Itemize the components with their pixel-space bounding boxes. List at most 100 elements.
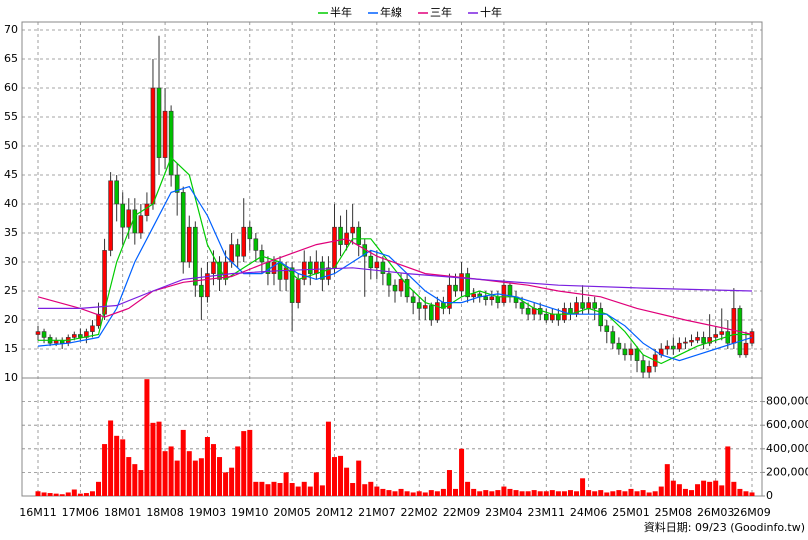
candle-body [205,273,210,298]
volume-bar [676,484,682,496]
candle-body [731,308,737,344]
volume-bar [749,492,755,496]
candle-body [465,273,470,298]
volume-bar [319,485,325,496]
y-tick-label: 70 [4,23,18,36]
footer: 資料日期: 09/23 (Goodinfo.tw) [644,520,805,534]
volume-bar [713,480,719,496]
volume-bar [350,483,356,496]
volume-bar [719,485,725,496]
volume-bar [453,488,459,496]
candle-body [616,342,622,350]
volume-bar [223,472,229,496]
candle-body [416,302,422,309]
candle-body [550,313,555,321]
candle-body [598,308,604,327]
candle-body [241,226,247,257]
candle-body [229,244,234,263]
ma-line [37,238,753,336]
volume-bar [271,481,277,496]
candle-body [180,192,186,263]
volume-bar [265,484,271,496]
volume-bar [247,429,253,496]
x-tick-label: 25M08 [655,506,693,519]
volume-bar [725,446,731,496]
volume-bar [634,491,640,496]
candle-body [586,302,591,309]
volume-bar [701,480,707,496]
candle-body [186,226,192,263]
volume-bar [35,491,41,496]
volume-bar [241,431,247,496]
volume-bar [743,491,749,496]
volume-bar [416,491,422,496]
volume-bar [586,490,592,496]
volume-bar [331,457,337,496]
candle-body [719,331,725,335]
x-tick-label: 22M09 [443,506,481,519]
volume-bar [289,483,295,496]
candle-body [610,331,616,344]
candle-body [707,337,712,344]
volume-bar [483,490,489,496]
ma-line [38,156,752,365]
volume-bar [519,491,525,496]
candle-body [453,284,458,292]
x-tick-label: 23M04 [485,506,523,519]
legend-label: 半年 [330,5,352,19]
volume-bar [77,493,83,496]
candle-body [640,360,646,373]
volume-bar [465,481,471,496]
volume-bar [459,448,465,496]
volume-bar [132,464,138,496]
volume-bar [404,491,410,496]
volume-bar [440,488,446,496]
y-tick-label: 10 [4,371,18,384]
volume-bar [580,478,586,496]
volume-bar [374,486,380,496]
volume-bar [386,490,392,496]
volume-bar [259,481,265,496]
candle-body [689,339,694,343]
volume-bar [398,488,404,496]
volume-bar [210,444,216,496]
volume-bar [525,491,531,496]
candle-body [102,250,107,315]
y-tick-label: 35 [4,226,18,239]
candle-body [556,313,561,321]
volume-bar [71,489,77,496]
candle-body [422,305,428,309]
candle-body [314,261,319,274]
volume-bar [144,379,150,496]
candle-body [332,226,337,269]
volume-bar [174,460,180,496]
volume-bar [325,421,331,496]
y-tick-label: 15 [4,342,18,355]
candle-body [386,273,392,286]
y-tick-label: 20 [4,313,18,326]
volume-bar [622,491,628,496]
volume-bar [737,488,743,496]
candle-body [483,296,489,300]
candle-body [301,261,307,280]
candle-body [41,331,47,338]
candle-body [519,302,525,309]
candle-body [410,296,416,303]
volume-bar [277,483,283,496]
candle-body [404,279,410,298]
candle-body [646,366,652,373]
volume-bar [567,490,573,496]
volume-bar [574,491,580,496]
volume-bar [471,488,477,496]
volume-bar [295,486,301,496]
ma-line [38,267,753,309]
candle-body [96,313,101,327]
volume-bar [204,437,210,496]
legend-label: 三年 [430,5,452,19]
volume-bar [658,486,664,496]
volume-tick-label: 600,000 [766,418,808,431]
volume-bar [150,422,156,496]
candle-body [108,180,113,251]
candle-body [174,174,180,193]
candle-body [695,337,700,341]
